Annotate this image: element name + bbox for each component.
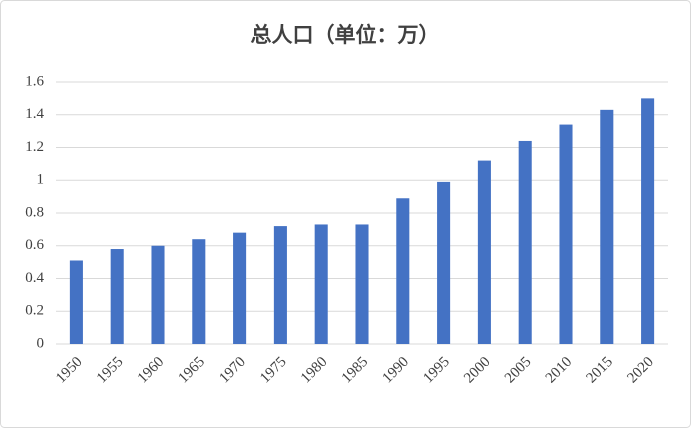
bar <box>192 239 206 344</box>
chart-title: 总人口（单位：万） <box>251 23 440 47</box>
y-tick-label: 0.6 <box>25 237 44 253</box>
bar <box>600 109 614 345</box>
y-tick-label: 0.4 <box>25 270 44 286</box>
bar <box>151 245 165 344</box>
bar <box>355 224 369 344</box>
bar <box>477 160 491 344</box>
bar <box>314 224 328 344</box>
bar <box>518 140 532 344</box>
y-tick-label: 1.6 <box>25 73 44 89</box>
bar <box>273 226 287 344</box>
bar <box>437 181 451 344</box>
y-tick-label: 1.4 <box>25 106 44 122</box>
y-tick-label: 0 <box>37 335 45 351</box>
bar <box>69 260 83 344</box>
y-tick-label: 1 <box>37 172 45 188</box>
y-tick-label: 0.8 <box>25 204 44 220</box>
bar <box>396 198 410 344</box>
y-tick-label: 1.2 <box>25 139 44 155</box>
bar <box>559 124 573 344</box>
bar <box>233 232 247 344</box>
bar <box>641 98 655 344</box>
y-tick-label: 0.2 <box>25 303 44 319</box>
bar <box>110 249 124 344</box>
